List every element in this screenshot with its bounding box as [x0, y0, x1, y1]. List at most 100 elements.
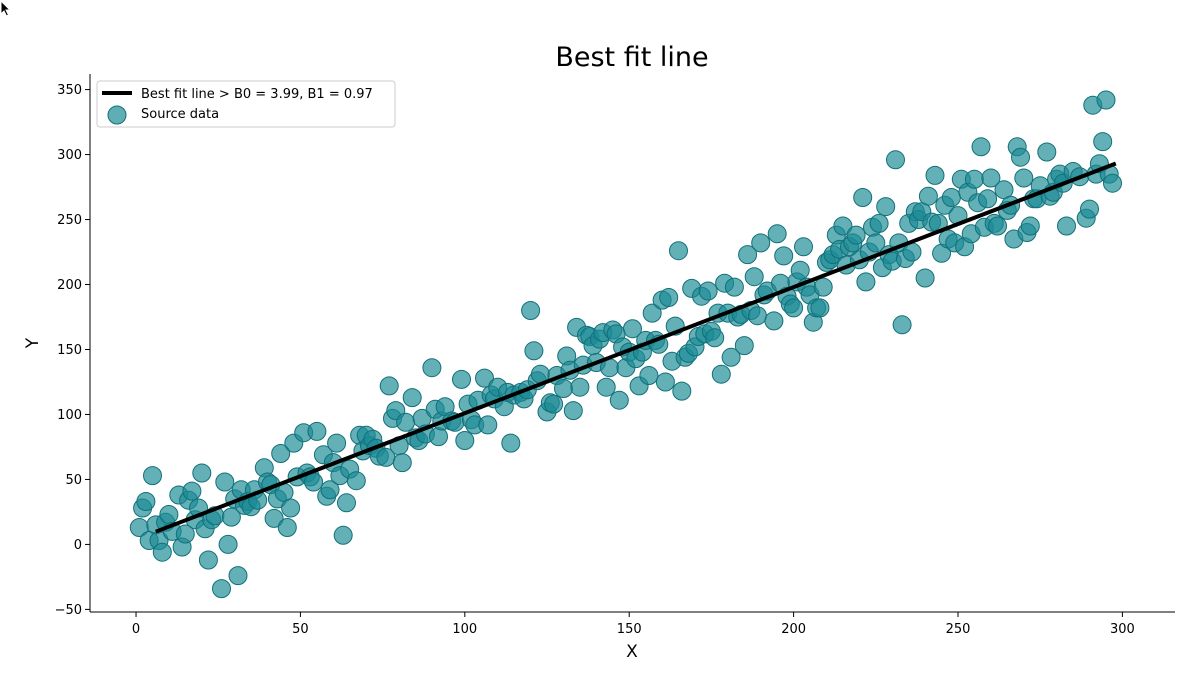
data-point — [392, 453, 412, 473]
data-point — [988, 216, 1007, 236]
data-point — [866, 233, 886, 253]
data-point — [192, 463, 212, 483]
y-tick-label: 200 — [57, 278, 82, 293]
data-point — [402, 388, 422, 408]
data-point — [892, 315, 912, 335]
data-point — [1080, 199, 1099, 219]
y-axis-label: Y — [23, 337, 43, 349]
data-point — [175, 524, 195, 544]
data-point — [856, 272, 876, 292]
y-tick-label: −50 — [55, 603, 82, 618]
data-point — [281, 498, 301, 518]
data-point — [971, 137, 991, 157]
data-point — [705, 328, 725, 348]
data-point — [794, 237, 813, 257]
data-point — [544, 394, 564, 414]
data-point — [790, 260, 810, 280]
data-point — [1020, 216, 1040, 236]
data-point — [228, 566, 248, 586]
x-tick-label: 100 — [452, 622, 477, 637]
data-point — [734, 336, 754, 356]
x-tick-label: 300 — [1110, 622, 1135, 637]
data-point — [218, 534, 238, 554]
data-point — [609, 390, 629, 410]
data-point — [327, 433, 347, 453]
data-point — [1014, 168, 1034, 188]
data-point — [524, 341, 544, 361]
data-point — [159, 505, 179, 524]
data-point — [596, 377, 616, 397]
y-tick-label: 100 — [57, 408, 82, 423]
data-point — [1096, 90, 1116, 110]
data-point — [915, 268, 935, 288]
data-point — [767, 224, 787, 244]
data-point — [212, 579, 231, 599]
data-point — [455, 431, 475, 450]
mouse-cursor-icon — [0, 0, 12, 17]
data-point — [215, 472, 235, 492]
y-tick-label: 250 — [57, 213, 82, 228]
legend-point-label: Source data — [141, 107, 219, 122]
data-point — [346, 471, 366, 491]
data-point — [941, 188, 961, 207]
data-point — [563, 401, 583, 421]
data-point — [182, 481, 202, 501]
data-point — [221, 507, 241, 527]
data-point — [379, 376, 399, 396]
legend-line-label: Best fit line > B0 = 3.99, B1 = 0.97 — [141, 87, 373, 102]
data-point — [981, 168, 1001, 188]
data-point — [1103, 173, 1122, 193]
data-point — [918, 186, 938, 206]
data-point — [853, 188, 873, 207]
data-point — [1057, 216, 1076, 236]
data-point — [475, 368, 494, 388]
x-tick-label: 150 — [617, 622, 642, 637]
data-point — [277, 518, 297, 537]
data-point — [1093, 132, 1113, 152]
data-point — [672, 381, 692, 401]
data-point — [764, 311, 784, 331]
data-point — [623, 319, 642, 339]
data-point — [724, 277, 744, 297]
data-point — [429, 427, 448, 447]
chart-title: Best fit line — [555, 42, 708, 73]
data-point — [869, 213, 889, 233]
best-fit-line-group — [155, 161, 1117, 534]
y-tick-label: 0 — [74, 538, 82, 553]
data-point — [1037, 142, 1057, 162]
data-point — [669, 241, 688, 261]
data-point — [751, 233, 771, 253]
data-point — [198, 550, 218, 570]
data-point — [152, 542, 172, 562]
data-point — [813, 277, 833, 297]
data-point — [501, 433, 521, 453]
data-point — [886, 150, 905, 170]
data-point — [271, 444, 291, 463]
scatter-points — [129, 90, 1122, 599]
x-tick-label: 250 — [946, 622, 971, 637]
legend-point-swatch — [107, 105, 127, 125]
data-point — [925, 165, 945, 185]
x-tick-label: 200 — [781, 622, 806, 637]
data-point — [570, 377, 590, 397]
y-tick-label: 50 — [65, 473, 82, 488]
data-point — [521, 301, 541, 320]
y-tick-label: 350 — [57, 83, 82, 98]
data-point — [659, 288, 679, 307]
data-point — [964, 169, 984, 189]
axes: 0 50 100 150 200 250 300 −50 0 50 100 150 200 250 300 3… — [55, 74, 1175, 637]
data-point — [747, 306, 767, 326]
data-point — [452, 369, 471, 389]
data-point — [307, 421, 327, 441]
x-axis-label: X — [626, 642, 638, 662]
data-point — [784, 298, 804, 318]
y-tick-label: 150 — [57, 343, 82, 358]
data-point — [744, 267, 764, 287]
data-point — [642, 303, 662, 323]
y-tick-label: 300 — [57, 148, 82, 163]
data-point — [721, 347, 741, 367]
legend-box — [96, 80, 396, 128]
data-point — [478, 415, 498, 435]
data-point — [320, 480, 340, 500]
x-tick-label: 50 — [292, 622, 309, 637]
